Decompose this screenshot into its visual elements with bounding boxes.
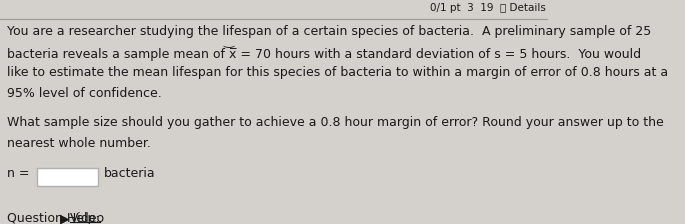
Text: like to estimate the mean lifespan for this species of bacteria to within a marg: like to estimate the mean lifespan for t… — [7, 66, 668, 79]
Text: bacteria: bacteria — [104, 168, 155, 181]
Text: nearest whole number.: nearest whole number. — [7, 137, 151, 150]
FancyBboxPatch shape — [37, 168, 97, 186]
Text: bacteria reveals a sample mean of ͝x̅ = 70 hours with a standard deviation of s : bacteria reveals a sample mean of ͝x̅ = … — [7, 46, 640, 61]
Text: You are a researcher studying the lifespan of a certain species of bacteria.  A : You are a researcher studying the lifesp… — [7, 25, 651, 38]
Text: What sample size should you gather to achieve a 0.8 hour margin of error? Round : What sample size should you gather to ac… — [7, 116, 663, 129]
Text: 0/1 pt  3  19  ⓘ Details: 0/1 pt 3 19 ⓘ Details — [429, 3, 546, 13]
Text: ▶: ▶ — [60, 212, 70, 224]
Text: 95% level of confidence.: 95% level of confidence. — [7, 87, 162, 100]
Text: Video: Video — [70, 212, 105, 224]
Text: Question Help:: Question Help: — [7, 212, 103, 224]
Text: n =: n = — [7, 168, 33, 181]
